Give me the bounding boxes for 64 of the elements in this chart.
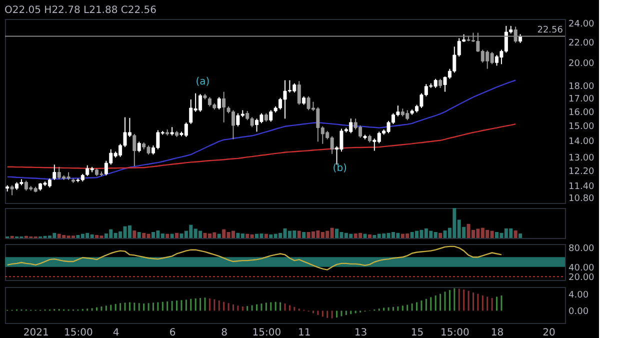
ref-line-label: 22.56 [537,25,564,36]
bar [170,234,174,238]
y-tick-label: 10.80 [568,194,595,204]
chart-title: O22.05 H22.78 L21.88 C22.56 [4,4,156,16]
bar [514,230,518,238]
y-tick-label: 24.00 [568,19,595,30]
y-tick-label: 18.00 [568,82,595,92]
x-tick-label: 18 [490,328,504,338]
bar [95,235,99,238]
x-tick-label: 13 [354,328,368,338]
candlestick [52,164,56,180]
x-tick-label: 6 [169,328,176,338]
bar [438,232,442,238]
y-tick-label: 0.00 [568,307,589,318]
candlestick [514,26,518,44]
line-series [6,246,502,270]
y-tick-label: 22.00 [568,38,595,48]
bar [368,234,372,238]
y-tick-label: 15.00 [568,122,595,132]
candlestick [269,110,273,122]
bar [231,230,235,238]
bar [255,234,259,238]
y-tick-label: 11.40 [568,182,595,192]
x-tick-label: 20 [542,328,556,338]
x-tick-label: 4 [112,328,120,338]
candlestick [222,91,226,123]
candlestick [297,80,301,106]
bar [264,234,268,238]
x-tick-label: 2021 [23,328,49,338]
candlestick [137,141,141,153]
bar [363,234,367,238]
bar [166,234,170,238]
candlestick [438,78,442,88]
x-tick-label: 11 [298,328,311,338]
candlestick [10,184,14,196]
x-tick-label: 15:00 [252,328,282,338]
y-tick-label: 13.00 [568,153,595,164]
candlestick [217,96,221,110]
x-tick-label: 15:00 [440,328,470,338]
bar [128,225,132,238]
x-tick-label: 15 [410,328,424,338]
y-tick-label: 20.00 [568,273,595,284]
bar [137,232,141,238]
y-tick-label: 20.00 [568,59,595,70]
y-tick-label: 17.00 [568,94,595,105]
bar [495,232,499,238]
y-tick-label: 40.00 [568,263,595,274]
annotation: (a) [196,76,210,88]
bar [302,232,306,238]
bar [217,234,221,238]
bar [297,230,301,238]
bar [175,232,179,238]
x-tick-label: 8 [221,328,228,338]
x-tick-label: 15:00 [64,328,93,338]
y-tick-label: 16.00 [568,108,595,118]
y-tick-label: 80.00 [568,244,595,254]
bar [132,230,136,238]
annotation: (b) [332,163,348,174]
bar [335,228,339,238]
candlestick [132,133,136,167]
y-tick-label: 4.00 [568,290,589,300]
bar [518,234,522,238]
y-tick-label: 14.00 [568,137,595,148]
y-tick-label: 12.20 [568,167,595,178]
